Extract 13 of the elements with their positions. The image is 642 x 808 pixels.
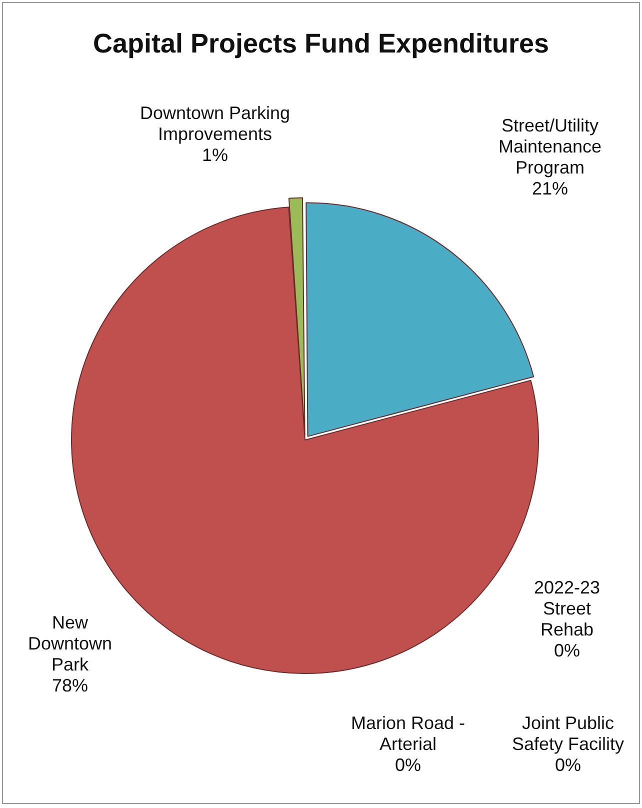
data-label: 21% (532, 178, 568, 198)
slice-label: Street/Utility Maintenance Program (498, 115, 602, 178)
slice-label: Downtown Parking Improvements (140, 102, 290, 144)
category-label: 2022-23 Street Rehab (534, 577, 600, 640)
text: 0% (554, 754, 582, 775)
category-label: Marion Road - Arterial (350, 712, 466, 754)
text: 0% (394, 754, 422, 775)
text: 0% (554, 640, 580, 660)
category-label: Joint Public Safety Facility (512, 712, 624, 754)
slice-label: New Downtown Park (28, 612, 112, 674)
data-label: 1% (202, 144, 228, 165)
data-label: 78% (52, 675, 88, 696)
chart-title: Capital Projects Fund Expenditures (92, 28, 550, 58)
